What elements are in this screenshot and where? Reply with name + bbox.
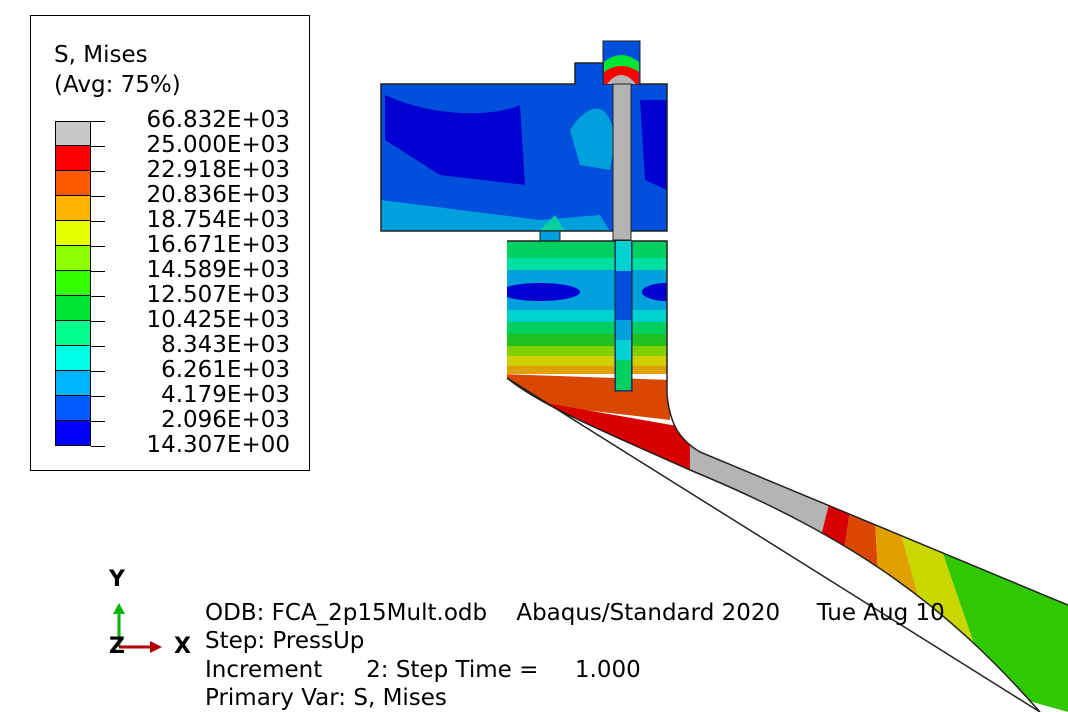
legend-color-band [55,121,91,146]
legend-tick [91,121,105,122]
legend-color-band [55,371,91,396]
triad-z-label: Z [109,634,125,659]
info-increment: Increment 2: Step Time = 1.000 [205,657,641,683]
legend-label: 18.754E+03 [146,207,290,233]
axis-triad [113,603,162,653]
legend-color-band [55,396,91,421]
legend-tick [91,196,105,197]
legend-tick [91,296,105,297]
info-primary-var: Primary Var: S, Mises [205,685,447,711]
legend-title: S, Mises [54,42,148,68]
legend-color-band [55,171,91,196]
legend-color-band [55,146,91,171]
legend-color-band [55,321,91,346]
legend-color-band [55,346,91,371]
legend-tick [91,171,105,172]
legend-label: 8.343E+03 [161,332,290,358]
legend-tick [91,246,105,247]
triad-y-label: Y [109,567,125,592]
legend-tick [91,271,105,272]
info-step: Step: PressUp [205,628,365,654]
legend-color-band [55,246,91,271]
legend-tick [91,421,105,422]
bolt-shank [612,83,633,392]
legend-tick [91,446,105,447]
legend-tick [91,371,105,372]
legend-label: 10.425E+03 [146,307,290,333]
bolt-head [602,40,641,85]
legend-tick [91,396,105,397]
legend-color-band [55,196,91,221]
legend-label: 4.179E+03 [161,382,290,408]
legend-label: 25.000E+03 [146,132,290,158]
legend-label: 16.671E+03 [146,232,290,258]
contour-legend: S, Mises (Avg: 75%) 66.832E+03 25.000E+03… [30,15,310,471]
triad-x-label: X [174,634,191,659]
legend-label: 66.832E+03 [146,107,290,133]
legend-color-band [55,421,91,446]
legend-color-band [55,296,91,321]
legend-label: 2.096E+03 [161,407,290,433]
legend-label: 6.261E+03 [161,357,290,383]
legend-color-band [55,221,91,246]
legend-label: 14.589E+03 [146,257,290,283]
legend-label: 20.836E+03 [146,182,290,208]
legend-tick [91,346,105,347]
lower-block-and-arm [507,241,1068,712]
legend-color-band [55,271,91,296]
info-odb: ODB: FCA_2p15Mult.odb Abaqus/Standard 20… [205,600,945,626]
legend-tick [91,221,105,222]
legend-label: 12.507E+03 [146,282,290,308]
legend-subtitle: (Avg: 75%) [54,72,181,98]
legend-label: 22.918E+03 [146,157,290,183]
legend-label: 14.307E+00 [146,432,290,458]
legend-tick [91,321,105,322]
legend-tick [91,146,105,147]
